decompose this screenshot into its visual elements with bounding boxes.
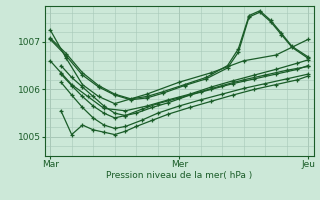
X-axis label: Pression niveau de la mer( hPa ): Pression niveau de la mer( hPa ) (106, 171, 252, 180)
